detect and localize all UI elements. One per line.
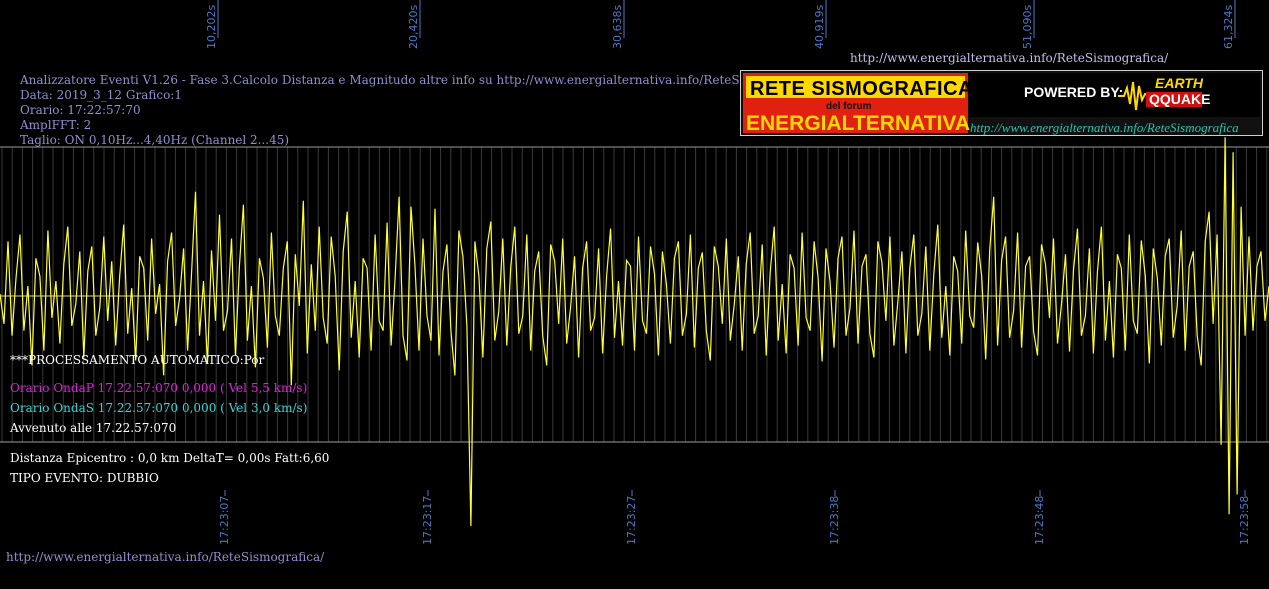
filter-line: Taglio: ON 0,10Hz...4,40Hz (Channel 2...… xyxy=(20,133,290,147)
top-tick-label: 30,638s xyxy=(611,5,624,49)
bottom-tick-label: 17:23:48 xyxy=(1033,496,1046,545)
bottom-tick-label: 17:23:17 xyxy=(421,496,434,545)
ampl-line: AmplFFT: 2 xyxy=(20,118,92,132)
date-line: Data: 2019_3_12 Grafico:1 xyxy=(20,88,182,102)
logo-brand-1: EARTH xyxy=(1155,75,1204,91)
series-line xyxy=(0,137,1269,527)
bottom-tick-label: 17:23:07 xyxy=(218,496,231,545)
logo-subtitle: del forum xyxy=(826,101,872,112)
logo-title-1: RETE SISMOGRAFICA xyxy=(750,78,973,100)
seismogram-trace xyxy=(0,137,1269,527)
chart-grid xyxy=(1,147,1268,442)
event-type: TIPO EVENTO: DUBBIO xyxy=(10,471,159,485)
top-tick-label: 10,202s xyxy=(205,5,218,49)
chart-ticks: 10,202s 20,420s 30,638s 40,919s 51,090s 61,32… xyxy=(205,0,1251,545)
auto-processing-line: ***PROCESSAMENTO AUTOMATICO:Por xyxy=(10,353,265,367)
epicenter-distance: Distanza Epicentro : 0,0 km DeltaT= 0,00… xyxy=(10,451,330,465)
bottom-tick-label: 17:23:58 xyxy=(1238,496,1251,545)
chart-frame xyxy=(0,146,1269,443)
time-line: Orario: 17:22:57:70 xyxy=(20,103,141,117)
top-url-link[interactable]: http://www.energialternativa.info/ReteSi… xyxy=(850,51,1169,65)
top-tick-label: 61,324s xyxy=(1222,5,1235,49)
rete-sismografica-logo: RETE SISMOGRAFICA del forum ENERGIALTERN… xyxy=(740,70,1263,136)
top-tick-label: 51,090s xyxy=(1021,5,1034,49)
logo-powered-by: POWERED BY: xyxy=(1024,84,1123,100)
logo-title-2: ENERGIALTERNATIVA xyxy=(746,112,970,135)
top-tick-label: 40,919s xyxy=(813,5,826,49)
logo-brand-2: QQUAKE xyxy=(1149,91,1210,107)
bottom-tick-label: 17:23:38 xyxy=(828,496,841,545)
logo-url: http://www.energialternativa.info/ReteSi… xyxy=(970,120,1239,135)
p-wave-time: Orario OndaP 17.22.57:070 0,000 ( Vel 5,… xyxy=(10,381,308,395)
event-time: Avvenuto alle 17.22.57:070 xyxy=(10,421,177,435)
bottom-url-link[interactable]: http://www.energialternativa.info/ReteSi… xyxy=(6,550,325,564)
bottom-tick-label: 17:23:27 xyxy=(625,496,638,545)
s-wave-time: Orario OndaS 17.22.57:070 0,000 ( Vel 3,… xyxy=(10,401,308,415)
top-tick-label: 20,420s xyxy=(407,5,420,49)
analyzer-title: Analizzatore Eventi V1.26 - Fase 3.Calco… xyxy=(20,73,815,87)
